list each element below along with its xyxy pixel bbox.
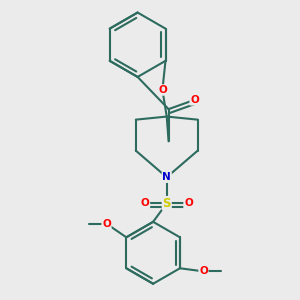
Text: N: N [162,172,171,182]
Text: O: O [190,95,199,105]
Text: O: O [158,85,167,95]
Text: O: O [102,219,111,229]
Text: O: O [184,198,193,208]
Text: O: O [199,266,208,276]
Text: O: O [141,198,149,208]
Text: S: S [163,197,171,210]
